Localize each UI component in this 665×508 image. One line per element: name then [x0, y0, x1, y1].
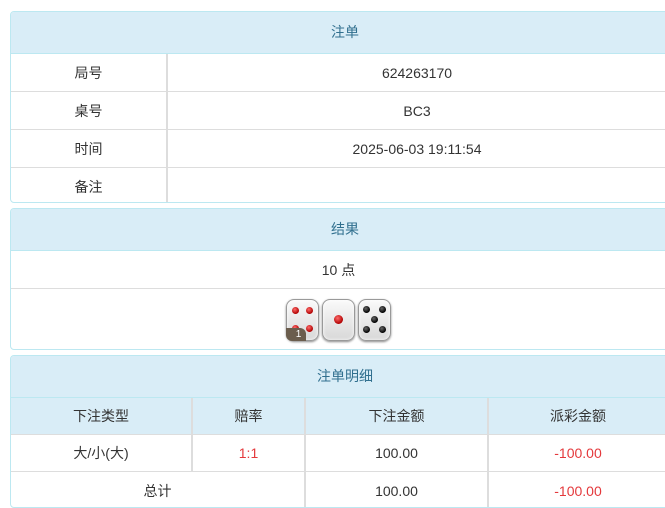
dice-group: 1: [286, 298, 391, 341]
time-value: 2025-06-03 19:11:54: [166, 130, 665, 167]
result-points-row: 10 点: [11, 251, 665, 289]
col-bet-type: 下注类型: [73, 408, 129, 424]
details-panel-title: 注单明细: [11, 356, 665, 398]
total-row: 总计 100.00 -100.00: [11, 472, 665, 507]
die-badge: 1: [286, 327, 306, 341]
die-pip: [334, 315, 343, 324]
order-row-round: 局号 624263170: [11, 54, 665, 92]
round-label: 局号: [74, 64, 103, 81]
col-payout: 派彩金额: [487, 398, 665, 434]
die-4-icon: 1: [286, 298, 319, 341]
die-pip: [378, 326, 386, 333]
total-label: 总计: [143, 482, 172, 499]
die-pip: [378, 306, 386, 313]
time-label: 时间: [74, 140, 103, 157]
table-value: BC3: [166, 92, 665, 129]
odds: 1:1: [191, 435, 304, 471]
order-row-remark: 备注: [11, 168, 665, 202]
total-bet: 100.00: [304, 472, 487, 507]
order-panel: 注单 局号 624263170 桌号 BC3 时间 2025-06-03 19:…: [10, 11, 665, 203]
result-points: 10 点: [321, 261, 356, 278]
round-value: 624263170: [166, 54, 665, 91]
result-panel-title: 结果: [11, 209, 665, 251]
col-bet-amount: 下注金额: [304, 398, 487, 434]
result-dice-row: 1: [11, 289, 665, 349]
table-label: 桌号: [74, 102, 103, 119]
remark-label: 备注: [74, 178, 103, 195]
order-row-table: 桌号 BC3: [11, 92, 665, 130]
die-pip: [363, 306, 371, 313]
die-pip: [292, 307, 300, 315]
col-odds: 赔率: [191, 398, 304, 434]
result-panel: 结果 10 点 1: [10, 208, 665, 350]
details-panel: 注单明细 下注类型 赔率 下注金额 派彩金额 大/小(大) 1:1 100.00…: [10, 355, 665, 508]
order-panel-title: 注单: [11, 12, 665, 54]
bet-amount: 100.00: [304, 435, 487, 471]
total-payout: -100.00: [487, 472, 665, 507]
die-pip: [305, 324, 313, 332]
bet-type: 大/小(大): [73, 445, 129, 461]
die-pip: [371, 316, 378, 323]
payout: -100.00: [487, 435, 665, 471]
order-row-time: 时间 2025-06-03 19:11:54: [11, 130, 665, 168]
remark-value: [166, 168, 665, 202]
die-5-icon: [358, 298, 391, 341]
die-pip: [305, 307, 313, 315]
die-1-icon: [322, 298, 355, 341]
die-pip: [363, 326, 371, 333]
table-row: 大/小(大) 1:1 100.00 -100.00: [11, 435, 665, 472]
details-header-row: 下注类型 赔率 下注金额 派彩金额: [11, 398, 665, 435]
